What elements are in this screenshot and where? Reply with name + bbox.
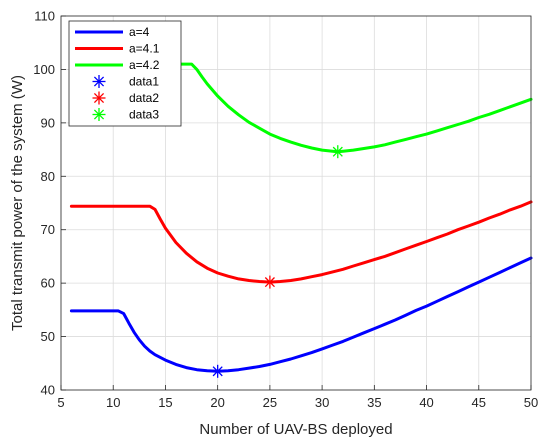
legend-label: a=4 [129, 25, 150, 39]
x-axis-title: Number of UAV-BS deployed [199, 421, 392, 438]
x-tick-label: 35 [367, 395, 381, 410]
legend-label: a=4.2 [129, 58, 160, 72]
legend-label: data2 [129, 91, 159, 105]
x-tick-label: 10 [106, 395, 120, 410]
y-tick-label: 60 [41, 276, 55, 291]
y-tick-label: 100 [33, 62, 55, 77]
legend-swatch-marker [92, 91, 106, 105]
x-tick-label: 25 [263, 395, 277, 410]
legend-label: data3 [129, 108, 159, 122]
x-tick-label: 30 [315, 395, 329, 410]
series-line-a-4 [69, 256, 533, 373]
series-marker-data3 [331, 145, 345, 159]
y-tick-label: 50 [41, 329, 55, 344]
legend-swatch-marker [92, 108, 106, 121]
series-line-a-4-1 [69, 200, 533, 284]
axis-ticks: 5 10 15 20 25 30 35 40 45 50 40 50 60 70 80 90 100 110 [33, 9, 538, 411]
plot-frame [60, 15, 532, 391]
y-tick-label: 80 [41, 169, 55, 184]
y-axis-title: Total transmit power of the system (W) [9, 75, 26, 331]
x-tick-label: 20 [210, 395, 224, 410]
x-tick-label: 5 [57, 395, 64, 410]
legend: a=4 a=4.1 a=4.2 data1 data2 data3 [68, 20, 182, 127]
legend-swatch-marker [92, 75, 106, 88]
series-markers [211, 145, 345, 378]
series-marker-data2 [263, 275, 277, 289]
y-tick-label: 90 [41, 115, 55, 130]
legend-box [68, 20, 182, 127]
legend-label: a=4.1 [129, 42, 160, 56]
x-tick-label: 40 [419, 395, 433, 410]
x-tick-label: 15 [158, 395, 172, 410]
legend-label: data1 [129, 75, 159, 89]
y-tick-label: 40 [41, 383, 55, 398]
y-tick-label: 70 [41, 222, 55, 237]
x-tick-label: 50 [524, 395, 538, 410]
series-marker-data1 [211, 364, 225, 378]
x-tick-label: 45 [472, 395, 486, 410]
y-tick-label: 110 [34, 9, 55, 24]
